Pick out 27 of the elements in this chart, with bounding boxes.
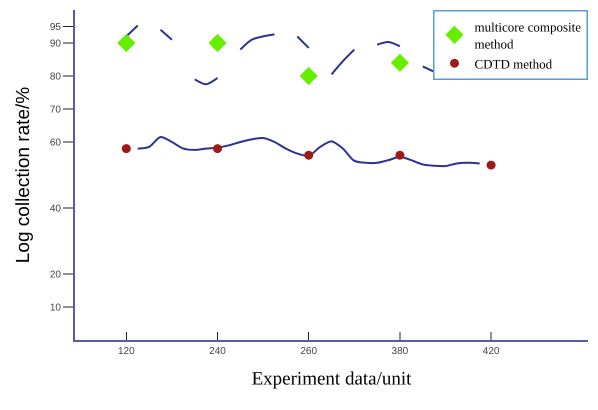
y-axis-title: Log collection rate/% — [13, 86, 34, 264]
point — [213, 144, 222, 154]
legend-label: multicore composite method — [474, 20, 582, 52]
y-tick-label: 10 — [50, 302, 62, 314]
line-series — [136, 136, 481, 168]
x-tick-label: 120 — [118, 346, 136, 357]
y-tick-label: 95 — [50, 22, 62, 33]
point — [117, 34, 136, 52]
point — [122, 144, 131, 154]
point — [395, 150, 404, 160]
y-tick-label: 60 — [50, 138, 62, 148]
point — [300, 66, 318, 86]
x-tick-label: 260 — [300, 346, 318, 357]
y-tick-label: 80 — [50, 72, 62, 82]
x-tick-label: 380 — [392, 346, 409, 357]
point — [390, 54, 409, 72]
y-tick-label: 70 — [50, 104, 62, 116]
y-tick-label: 20 — [50, 270, 62, 280]
x-axis-title: Experiment data/unit — [252, 368, 412, 390]
x-tick-label: 420 — [482, 346, 500, 357]
legend-label: CDTD method — [474, 56, 553, 72]
point — [486, 160, 496, 170]
y-tick-label: 40 — [50, 204, 62, 214]
point — [304, 150, 314, 160]
y-tick-label: 90 — [50, 38, 62, 50]
x-tick-label: 240 — [209, 346, 226, 357]
point — [208, 34, 227, 52]
